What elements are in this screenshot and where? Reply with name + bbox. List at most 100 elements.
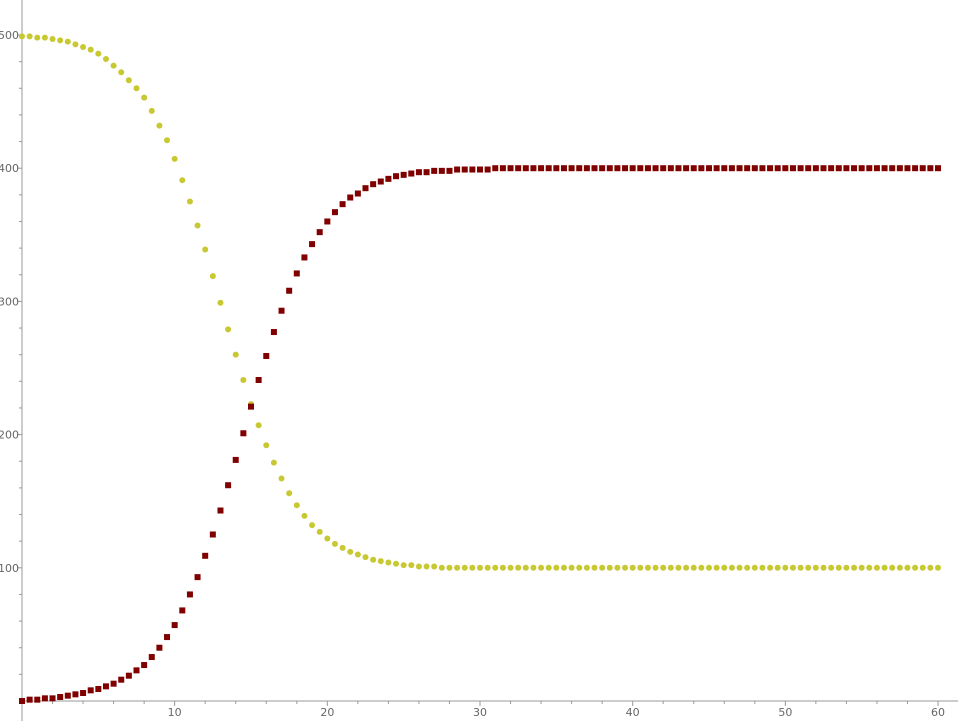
data-point-square	[606, 165, 613, 172]
data-point-circle	[637, 564, 644, 571]
data-point-circle	[675, 564, 682, 571]
data-point-circle	[232, 351, 239, 358]
data-point-circle	[26, 33, 33, 40]
data-point-circle	[576, 564, 583, 571]
data-point-circle	[194, 222, 201, 229]
data-point-circle	[873, 564, 880, 571]
data-point-circle	[385, 559, 392, 566]
data-point-circle	[64, 38, 71, 45]
data-point-circle	[179, 177, 186, 184]
data-point-square	[767, 165, 774, 172]
data-point-circle	[118, 69, 125, 76]
data-point-circle	[41, 34, 48, 41]
data-point-square	[164, 634, 171, 641]
data-point-circle	[148, 107, 155, 114]
data-point-circle	[156, 122, 163, 129]
data-point-circle	[339, 544, 346, 551]
data-point-square	[759, 165, 766, 172]
data-point-square	[477, 166, 483, 173]
data-point-square	[820, 165, 827, 172]
data-point-circle	[484, 564, 491, 571]
data-point-circle	[362, 554, 369, 561]
data-point-circle	[935, 564, 941, 571]
data-point-circle	[805, 564, 812, 571]
data-point-circle	[759, 564, 766, 571]
data-point-circle	[889, 564, 896, 571]
data-point-circle	[629, 564, 636, 571]
data-point-circle	[851, 564, 858, 571]
data-point-circle	[354, 551, 361, 558]
data-point-circle	[72, 41, 79, 48]
data-point-square	[339, 201, 346, 208]
data-point-square	[293, 270, 300, 277]
x-tick-label: 10	[168, 706, 182, 719]
data-point-circle	[461, 564, 468, 571]
data-point-circle	[309, 522, 316, 529]
data-point-circle	[293, 502, 300, 509]
data-point-square	[431, 167, 438, 174]
data-point-circle	[209, 273, 216, 280]
data-point-square	[80, 690, 87, 697]
data-point-circle	[751, 564, 758, 571]
data-point-circle	[438, 564, 445, 571]
data-point-square	[41, 695, 48, 702]
data-point-square	[782, 165, 789, 172]
data-point-circle	[202, 246, 209, 253]
data-point-square	[64, 692, 71, 699]
data-point-square	[683, 165, 690, 172]
y-tick-label: 400	[0, 162, 19, 175]
data-point-circle	[568, 564, 575, 571]
data-point-square	[499, 165, 506, 172]
data-point-circle	[331, 540, 338, 547]
data-point-square	[248, 403, 254, 410]
x-tick-label: 30	[473, 706, 487, 719]
data-point-square	[553, 165, 560, 172]
data-point-square	[469, 166, 476, 173]
data-point-square	[354, 190, 361, 197]
data-point-circle	[896, 564, 903, 571]
data-point-circle	[789, 564, 796, 571]
data-point-circle	[400, 562, 407, 569]
data-point-circle	[133, 85, 140, 92]
data-point-square	[797, 165, 804, 172]
data-point-circle	[538, 564, 545, 571]
data-point-square	[26, 696, 33, 703]
data-point-square	[667, 165, 674, 172]
data-point-square	[751, 165, 758, 172]
data-point-circle	[912, 564, 919, 571]
data-point-square	[690, 165, 697, 172]
data-point-square	[286, 287, 293, 294]
data-point-circle	[820, 564, 827, 571]
data-point-square	[515, 165, 522, 172]
data-point-square	[644, 165, 651, 172]
data-point-circle	[660, 564, 667, 571]
data-point-circle	[706, 564, 712, 571]
data-point-circle	[141, 94, 148, 101]
data-point-square	[34, 696, 41, 703]
data-point-circle	[522, 564, 529, 571]
data-point-circle	[278, 475, 285, 482]
data-point-circle	[393, 560, 400, 567]
data-point-circle	[690, 564, 697, 571]
data-point-square	[217, 507, 224, 514]
data-point-circle	[560, 564, 567, 571]
data-point-circle	[492, 564, 499, 571]
data-point-square	[301, 254, 308, 261]
data-point-square	[110, 680, 117, 687]
data-point-circle	[919, 564, 926, 571]
data-point-square	[866, 165, 873, 172]
data-point-circle	[866, 564, 873, 571]
data-point-square	[721, 165, 728, 172]
data-point-circle	[591, 564, 598, 571]
data-point-circle	[125, 77, 132, 84]
data-point-square	[851, 165, 858, 172]
x-tick-label: 40	[626, 706, 640, 719]
data-point-square	[576, 165, 583, 172]
data-point-circle	[324, 535, 331, 542]
data-point-square	[87, 687, 94, 694]
data-point-circle	[767, 564, 774, 571]
data-point-circle	[186, 198, 193, 205]
data-point-square	[309, 241, 316, 248]
